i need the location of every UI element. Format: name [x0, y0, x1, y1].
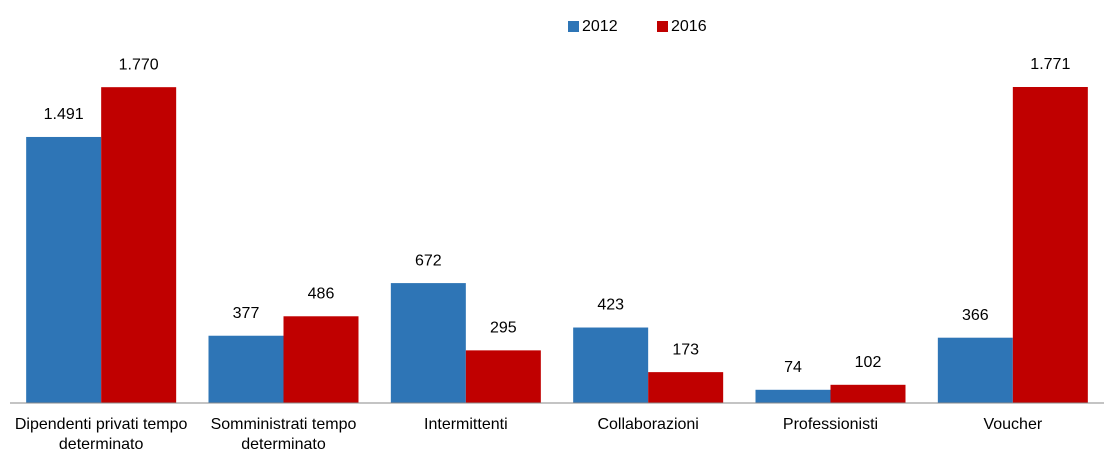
value-label: 672	[415, 252, 442, 269]
bar	[465, 350, 541, 403]
value-label: 377	[233, 305, 260, 322]
value-label: 1.771	[1030, 56, 1070, 73]
bar	[755, 389, 831, 403]
x-tick-label: Professionisti	[782, 416, 879, 433]
bar	[283, 316, 359, 403]
value-label: 74	[784, 359, 802, 376]
value-label: 295	[490, 320, 517, 337]
value-label: 1.770	[119, 56, 159, 73]
value-label: 173	[672, 341, 699, 358]
x-tick-label: Somministrati tempo determinato	[210, 416, 357, 453]
bar	[573, 327, 649, 403]
value-label: 423	[597, 297, 624, 314]
value-label: 1.491	[44, 106, 84, 123]
x-tick-label: Intermittenti	[424, 416, 508, 433]
legend-swatch	[657, 21, 668, 32]
bar	[26, 136, 102, 403]
legend-label: 2016	[671, 18, 707, 35]
x-tick-label: Voucher	[983, 416, 1043, 433]
legend-label: 2012	[582, 18, 618, 35]
x-tick-label: Dipendenti privati tempo determinato	[14, 416, 188, 453]
bar	[830, 384, 906, 403]
bar	[648, 372, 724, 403]
value-label: 366	[962, 307, 989, 324]
value-label: 486	[308, 286, 335, 303]
bar	[208, 335, 284, 403]
x-tick-label: Collaborazioni	[597, 416, 699, 433]
bar	[390, 283, 466, 403]
bar	[101, 87, 177, 403]
bar	[1012, 87, 1088, 403]
bar	[937, 337, 1013, 403]
value-label: 102	[855, 354, 882, 371]
legend-swatch	[568, 21, 579, 32]
